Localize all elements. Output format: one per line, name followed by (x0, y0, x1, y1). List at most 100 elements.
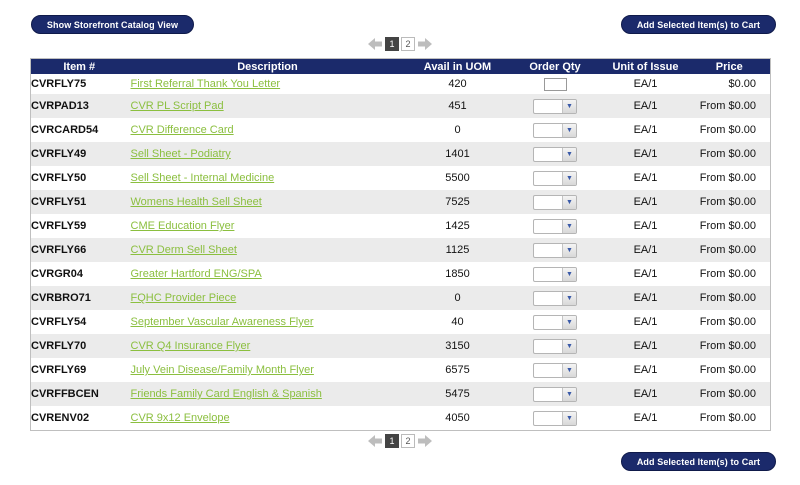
order-qty-value (534, 364, 562, 377)
item-number: CVRFLY50 (30, 166, 128, 190)
table-row: CVRFLY69 July Vein Disease/Family Month F… (30, 358, 771, 382)
item-description-link[interactable]: CVR PL Script Pad (130, 100, 224, 112)
header-unit-of-issue: Unit of Issue (602, 58, 689, 74)
chevron-down-icon: ▼ (562, 219, 576, 233)
order-qty-value (534, 268, 562, 281)
item-number: CVRFLY51 (30, 190, 128, 214)
item-number: CVRCARD54 (30, 118, 128, 142)
unit-of-issue: EA/1 (602, 286, 689, 310)
header-price: Price (688, 58, 771, 74)
order-qty-cell: ▼ (507, 382, 603, 406)
item-description-link[interactable]: CME Education Flyer (130, 220, 235, 232)
chevron-down-icon: ▼ (562, 171, 576, 185)
unit-of-issue: EA/1 (602, 142, 689, 166)
order-qty-select[interactable]: ▼ (533, 122, 577, 138)
avail-in-uom: 4050 (407, 406, 508, 431)
order-qty-select[interactable]: ▼ (533, 98, 577, 114)
order-qty-select[interactable]: ▼ (533, 338, 577, 354)
next-page-icon[interactable] (417, 434, 433, 448)
page-1-link[interactable]: 1 (385, 434, 399, 448)
unit-of-issue: EA/1 (602, 334, 689, 358)
order-qty-cell: ▼ (507, 286, 603, 310)
order-qty-select[interactable]: ▼ (533, 242, 577, 258)
item-description-link[interactable]: CVR Difference Card (130, 124, 234, 136)
order-qty-value (534, 100, 562, 113)
item-description-link[interactable]: Sell Sheet - Podiatry (130, 148, 231, 160)
order-qty-select[interactable]: ▼ (533, 194, 577, 210)
pagination-bottom: 1 2 (367, 433, 433, 449)
chevron-down-icon: ▼ (562, 243, 576, 257)
order-qty-value (534, 124, 562, 137)
item-description-link[interactable]: Sell Sheet - Internal Medicine (130, 172, 275, 184)
unit-of-issue: EA/1 (602, 118, 689, 142)
item-description-link[interactable]: CVR Q4 Insurance Flyer (130, 340, 251, 352)
item-description-link[interactable]: FQHC Provider Piece (130, 292, 237, 304)
pagination-top: 1 2 (367, 36, 433, 52)
order-qty-value (534, 220, 562, 233)
chevron-down-icon: ▼ (562, 147, 576, 161)
table-row: CVRFLY51 Womens Health Sell Sheet 7525 ▼ EA/… (30, 190, 771, 214)
order-qty-select[interactable]: ▼ (533, 314, 577, 330)
item-description-link[interactable]: CVR 9x12 Envelope (130, 412, 230, 424)
avail-in-uom: 6575 (407, 358, 508, 382)
page-2-link[interactable]: 2 (401, 37, 415, 51)
header-description: Description (127, 58, 408, 74)
order-qty-select[interactable]: ▼ (533, 170, 577, 186)
order-qty-input[interactable] (543, 77, 567, 91)
table-header-row: Item # Description Avail in UOM Order Qt… (30, 58, 771, 74)
item-description-link[interactable]: First Referral Thank You Letter (130, 78, 281, 90)
next-page-icon[interactable] (417, 37, 433, 51)
item-description-link[interactable]: July Vein Disease/Family Month Flyer (130, 364, 314, 376)
item-description-link[interactable]: CVR Derm Sell Sheet (130, 244, 237, 256)
price: From $0.00 (688, 238, 771, 262)
prev-page-icon[interactable] (367, 37, 383, 51)
item-description-link[interactable]: September Vascular Awareness Flyer (130, 316, 314, 328)
item-description-link[interactable]: Greater Hartford ENG/SPA (130, 268, 262, 280)
price: From $0.00 (688, 166, 771, 190)
avail-in-uom: 3150 (407, 334, 508, 358)
page-2-link[interactable]: 2 (401, 434, 415, 448)
order-qty-select[interactable]: ▼ (533, 146, 577, 162)
order-qty-select[interactable]: ▼ (533, 266, 577, 282)
item-number: CVRFLY75 (30, 74, 128, 94)
order-qty-select[interactable]: ▼ (533, 218, 577, 234)
catalog-table: Item # Description Avail in UOM Order Qt… (30, 58, 771, 431)
order-qty-cell: ▼ (507, 142, 603, 166)
add-to-cart-button-bottom[interactable]: Add Selected Item(s) to Cart (621, 452, 776, 471)
order-qty-cell: ▼ (507, 334, 603, 358)
table-row: CVRCARD54 CVR Difference Card 0 ▼ EA/1 From $… (30, 118, 771, 142)
chevron-down-icon: ▼ (562, 291, 576, 305)
table-row: CVRFLY59 CME Education Flyer 1425 ▼ EA/1 From… (30, 214, 771, 238)
item-description-link[interactable]: Friends Family Card English & Spanish (130, 388, 322, 400)
avail-in-uom: 1401 (407, 142, 508, 166)
order-qty-select[interactable]: ▼ (533, 386, 577, 402)
table-row: CVRBRO71 FQHC Provider Piece 0 ▼ EA/1 From $0… (30, 286, 771, 310)
item-number: CVRPAD13 (30, 94, 128, 118)
item-number: CVRFFBCEN (30, 382, 128, 406)
price: From $0.00 (688, 262, 771, 286)
item-description-link[interactable]: Womens Health Sell Sheet (130, 196, 262, 208)
item-number: CVRFLY59 (30, 214, 128, 238)
chevron-down-icon: ▼ (562, 363, 576, 377)
order-qty-select[interactable]: ▼ (533, 290, 577, 306)
avail-in-uom: 451 (407, 94, 508, 118)
unit-of-issue: EA/1 (602, 94, 689, 118)
header-item: Item # (30, 58, 128, 74)
add-to-cart-button-top[interactable]: Add Selected Item(s) to Cart (621, 15, 776, 34)
order-qty-cell: ▼ (507, 214, 603, 238)
table-row: CVRENV02 CVR 9x12 Envelope 4050 ▼ EA/1 From $… (30, 406, 771, 431)
price: From $0.00 (688, 334, 771, 358)
page-1-link[interactable]: 1 (385, 37, 399, 51)
unit-of-issue: EA/1 (602, 310, 689, 334)
unit-of-issue: EA/1 (602, 74, 689, 94)
item-number: CVRBRO71 (30, 286, 128, 310)
price: From $0.00 (688, 190, 771, 214)
avail-in-uom: 0 (407, 286, 508, 310)
prev-page-icon[interactable] (367, 434, 383, 448)
avail-in-uom: 0 (407, 118, 508, 142)
order-qty-select[interactable]: ▼ (533, 410, 577, 426)
item-number: CVRFLY69 (30, 358, 128, 382)
order-qty-select[interactable]: ▼ (533, 362, 577, 378)
order-qty-value (534, 148, 562, 161)
show-catalog-view-button[interactable]: Show Storefront Catalog View (31, 15, 194, 34)
